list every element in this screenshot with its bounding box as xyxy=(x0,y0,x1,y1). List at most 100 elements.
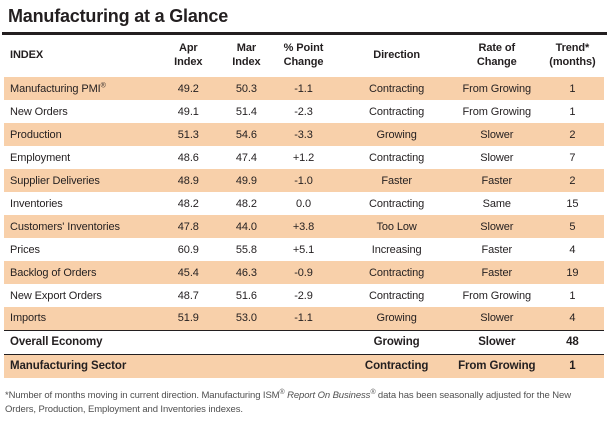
cell-direction: Growing xyxy=(340,329,453,354)
cell-direction: Growing xyxy=(376,312,417,325)
cell-apr: 51.3 xyxy=(177,128,199,141)
cell-trend: 5 xyxy=(569,220,576,233)
table-row: Imports 51.9 53.0 -1.1 Growing Slower 4 xyxy=(4,307,604,330)
cell-direction: Contracting xyxy=(369,151,425,164)
column-header-index: INDEX xyxy=(10,49,44,62)
table-row: Supplier Deliveries 48.9 49.9 -1.0 Faster Fas… xyxy=(4,169,604,192)
cell-rate: Slower xyxy=(480,151,514,164)
cell-change: -1.1 xyxy=(294,82,313,95)
cell-apr xyxy=(150,329,227,354)
cell-apr: 49.2 xyxy=(177,82,199,95)
cell-apr: 60.9 xyxy=(177,243,199,256)
summary-row: Manufacturing Sector Contracting From Grow… xyxy=(4,353,604,378)
cell-trend: 1 xyxy=(540,353,604,378)
cell-rate: From Growing xyxy=(452,353,541,378)
cell-trend: 2 xyxy=(569,174,576,187)
cell-index: New Export Orders xyxy=(10,289,102,302)
cell-direction: Increasing xyxy=(371,243,422,256)
cell-mar: 55.8 xyxy=(235,243,257,256)
cell-index: Prices xyxy=(10,243,40,256)
column-header-direction: Direction xyxy=(373,49,420,62)
column-header-trend: Trend* (months) xyxy=(549,42,596,68)
cell-mar: 54.6 xyxy=(235,128,257,141)
cell-index: Supplier Deliveries xyxy=(10,174,100,187)
cell-change: 0.0 xyxy=(295,197,311,210)
cell-rate: Faster xyxy=(481,174,513,187)
cell-index: Manufacturing PMI® xyxy=(10,81,106,95)
table-row: Employment 48.6 47.4 +1.2 Contracting Slower 7 xyxy=(4,146,604,169)
cell-index: Inventories xyxy=(10,197,63,210)
table-row: New Orders 49.1 51.4 -2.3 Contracting From Gr… xyxy=(4,100,604,123)
cell-apr: 51.9 xyxy=(177,312,199,325)
cell-trend: 1 xyxy=(569,289,576,302)
cell-index: Manufacturing Sector xyxy=(4,353,151,378)
summary-row: Overall Economy Growing Slower 48 xyxy=(4,329,604,354)
cell-mar: 51.4 xyxy=(235,105,257,118)
cell-index: Overall Economy xyxy=(4,329,151,354)
cell-trend: 4 xyxy=(569,243,576,256)
cell-change: -2.9 xyxy=(294,289,313,302)
footnote-text-2: data has been seasonally adjusted for th… xyxy=(5,390,571,416)
cell-direction: Contracting xyxy=(340,353,453,378)
table-row: Inventories 48.2 48.2 0.0 Contracting Same 15 xyxy=(4,192,604,215)
cell-trend: 2 xyxy=(569,128,576,141)
cell-change: -0.9 xyxy=(294,266,313,279)
cell-index: Production xyxy=(10,128,62,141)
table-row: Manufacturing PMI® 49.2 50.3 -1.1 Contractin… xyxy=(4,77,604,100)
page-title: Manufacturing at a Glance xyxy=(8,6,229,26)
cell-mar: 49.9 xyxy=(235,174,257,187)
cell-index: Employment xyxy=(10,151,71,164)
cell-rate: Slower xyxy=(480,312,514,325)
table-row: Production 51.3 54.6 -3.3 Growing Slower 2 xyxy=(4,123,604,146)
cell-change: -1.0 xyxy=(294,174,313,187)
cell-trend: 7 xyxy=(569,151,576,164)
table-row: Customers' Inventories 47.8 44.0 +3.8 Too Lo… xyxy=(4,215,604,238)
cell-trend: 19 xyxy=(566,266,579,279)
cell-mar: 47.4 xyxy=(235,151,257,164)
cell-direction: Growing xyxy=(376,128,417,141)
cell-mar: 46.3 xyxy=(235,266,257,279)
cell-index: Backlog of Orders xyxy=(10,266,97,279)
cell-mar: 44.0 xyxy=(235,220,257,233)
cell-rate: Faster xyxy=(481,266,513,279)
cell-mar: 50.3 xyxy=(235,82,257,95)
cell-apr: 48.9 xyxy=(177,174,199,187)
column-header-mar: Mar Index xyxy=(232,42,261,68)
cell-direction: Too Low xyxy=(376,220,417,233)
cell-rate: Faster xyxy=(481,243,513,256)
cell-apr: 45.4 xyxy=(177,266,199,279)
cell-apr: 48.6 xyxy=(177,151,199,164)
cell-trend: 15 xyxy=(566,197,579,210)
cell-index: New Orders xyxy=(10,105,68,118)
cell-rate: From Growing xyxy=(462,82,532,95)
cell-index: Imports xyxy=(10,312,46,325)
cell-change: -3.3 xyxy=(294,128,313,141)
cell-rate: Slower xyxy=(480,128,514,141)
table-row: Prices 60.9 55.8 +5.1 Increasing Faster 4 xyxy=(4,238,604,261)
cell-change: -1.1 xyxy=(294,312,313,325)
cell-trend: 1 xyxy=(569,82,576,95)
cell-direction: Contracting xyxy=(369,105,425,118)
cell-mar: 48.2 xyxy=(235,197,257,210)
cell-change xyxy=(266,353,341,378)
cell-mar xyxy=(226,353,267,378)
cell-mar xyxy=(226,329,267,354)
footnote-italic-title: Report On Business® xyxy=(287,388,376,401)
cell-index: Customers' Inventories xyxy=(10,220,120,233)
manufacturing-at-a-glance-table: INDEX Apr Index Mar Index % Point Change Dir… xyxy=(4,35,604,378)
cell-direction: Contracting xyxy=(369,197,425,210)
cell-rate: Slower xyxy=(452,329,541,354)
cell-change: -2.3 xyxy=(294,105,313,118)
column-header-change: % Point Change xyxy=(283,42,324,68)
cell-apr: 49.1 xyxy=(177,105,199,118)
cell-direction: Contracting xyxy=(369,82,425,95)
table-header-row: INDEX Apr Index Mar Index % Point Change Dir… xyxy=(4,35,604,77)
column-header-rate: Rate of Change xyxy=(476,42,517,68)
cell-mar: 51.6 xyxy=(235,289,257,302)
cell-direction: Contracting xyxy=(369,266,425,279)
report-page: Manufacturing at a Glance INDEX Apr Index… xyxy=(2,6,607,416)
cell-change: +5.1 xyxy=(292,243,315,256)
cell-change xyxy=(266,329,341,354)
cell-change: +3.8 xyxy=(292,220,315,233)
title-rule xyxy=(2,32,607,35)
